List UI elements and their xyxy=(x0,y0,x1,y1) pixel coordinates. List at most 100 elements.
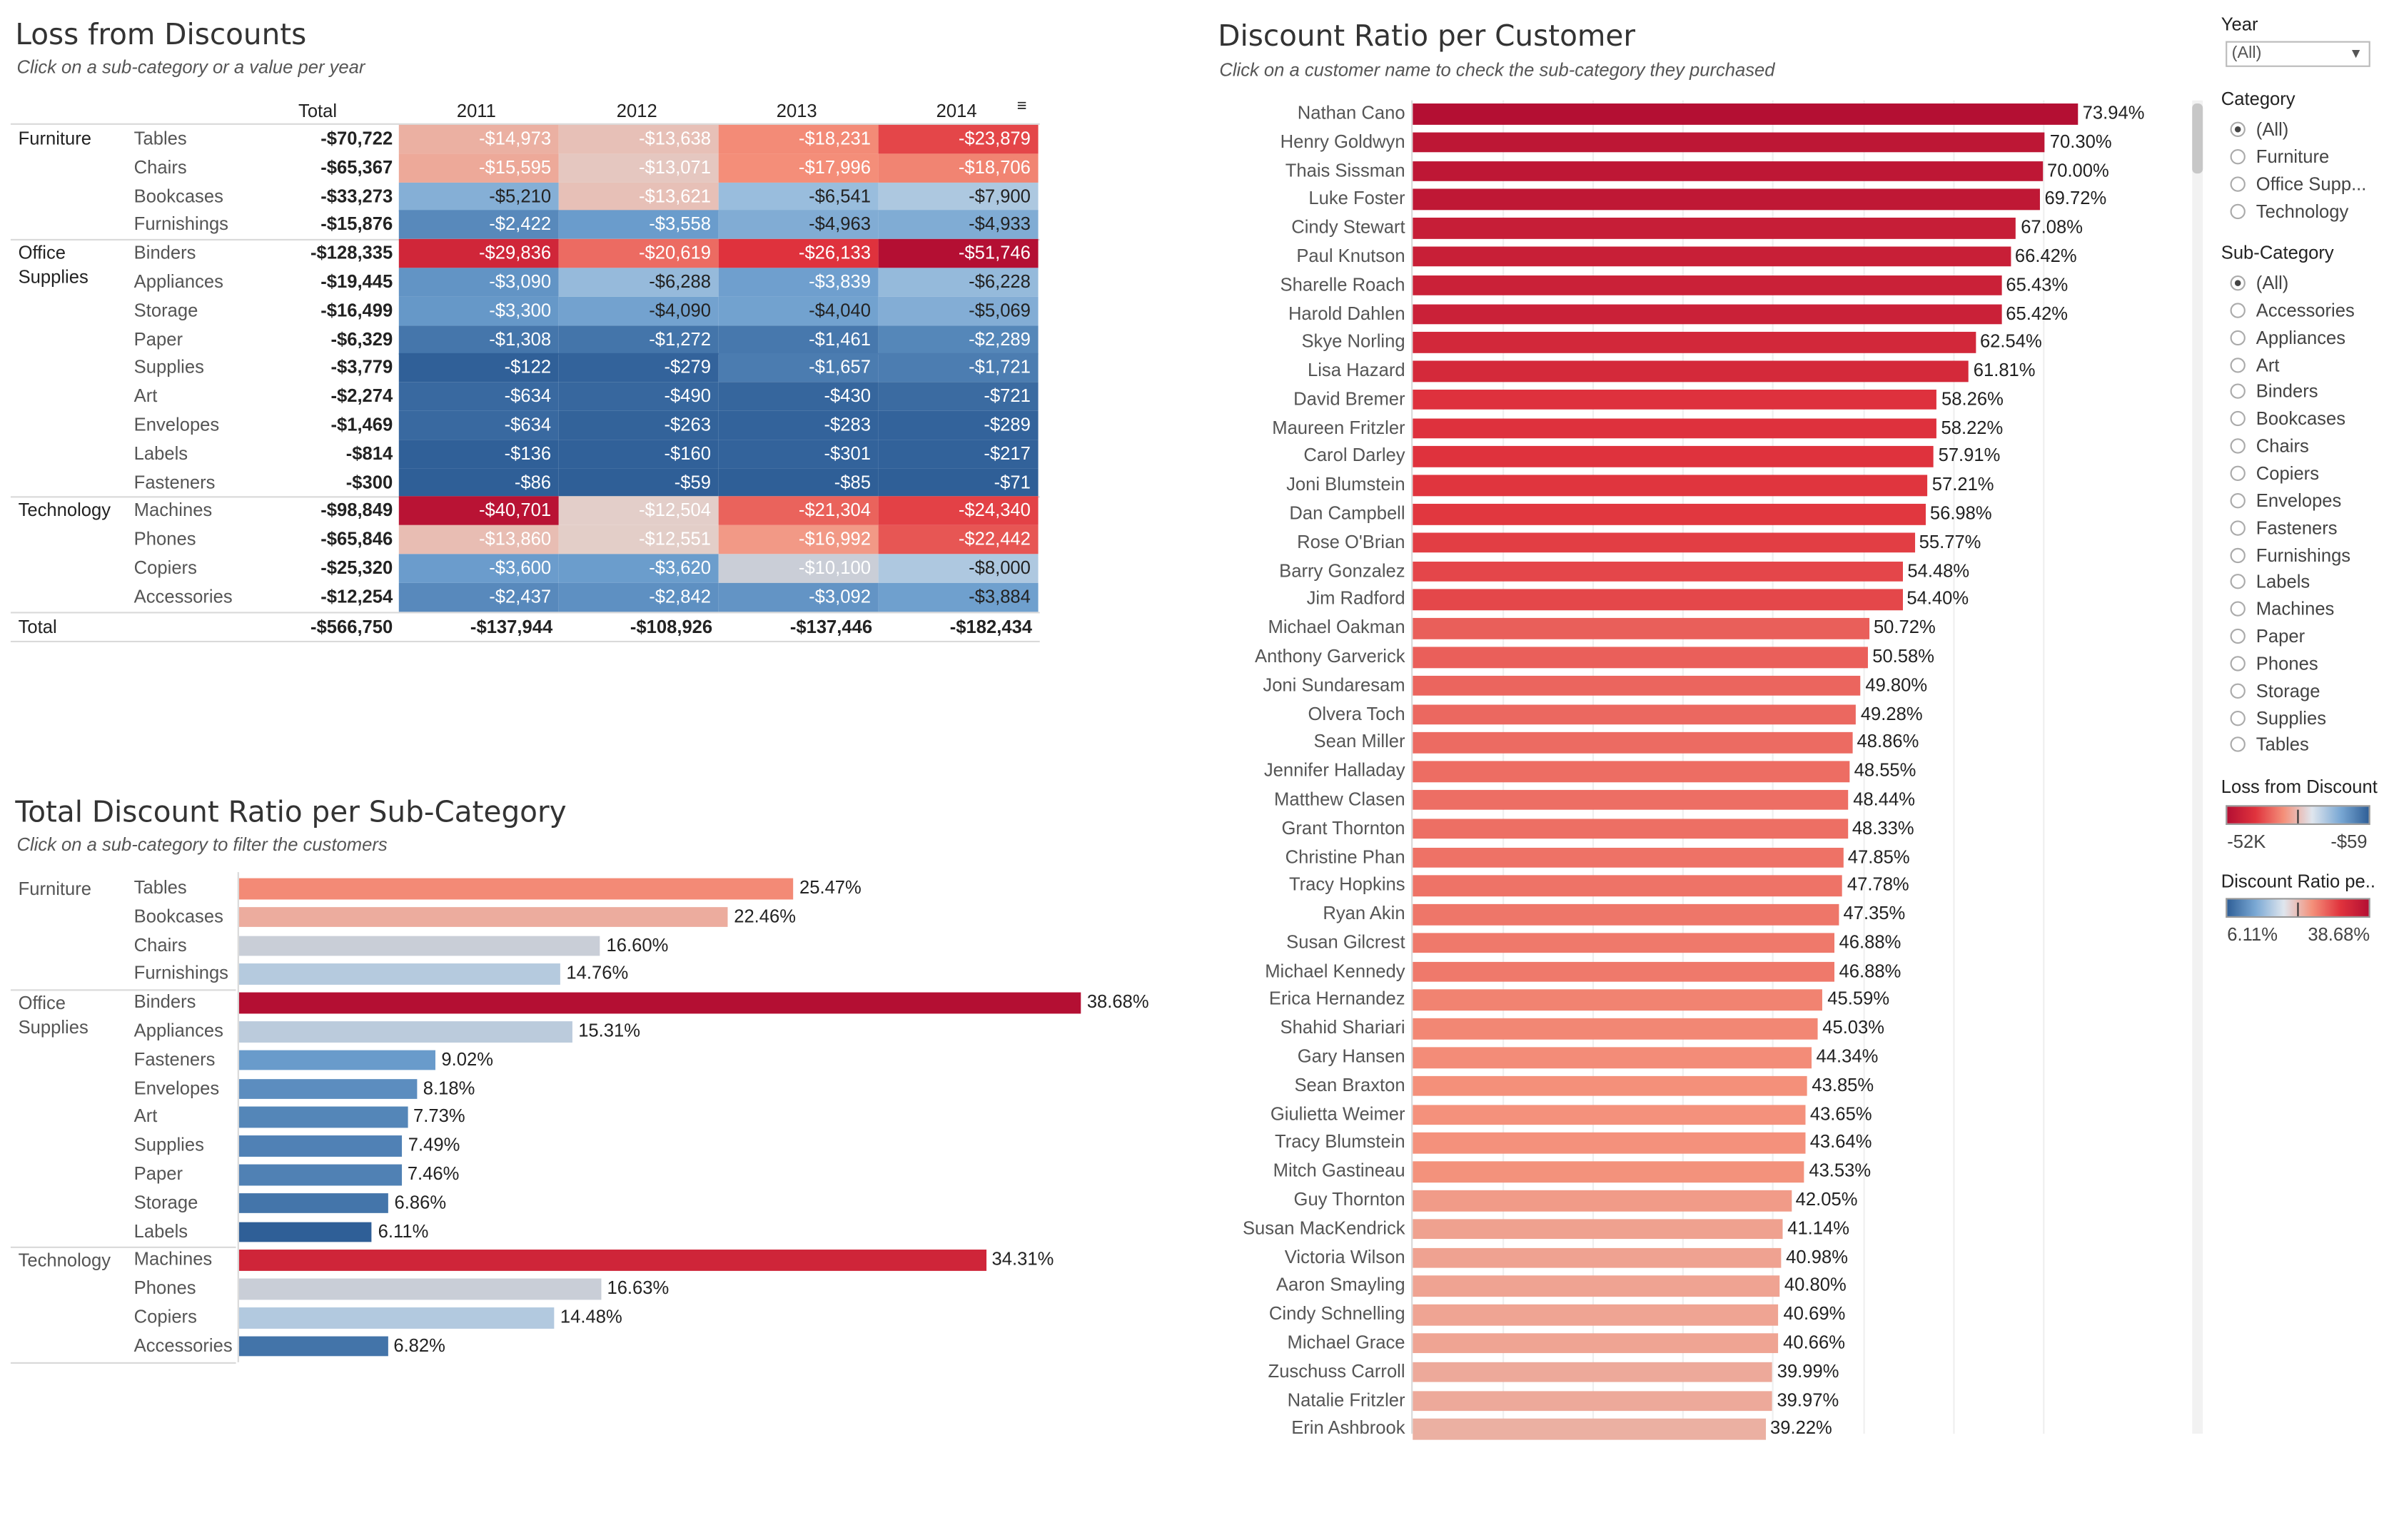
customer-bar[interactable] xyxy=(1413,275,2001,296)
subcategory-option[interactable]: Phones xyxy=(2230,652,2318,676)
customer-bar[interactable] xyxy=(1413,1018,1818,1040)
customer-bar[interactable] xyxy=(1413,1075,1807,1097)
category-option[interactable]: Furniture xyxy=(2230,145,2329,169)
radio-button-icon[interactable] xyxy=(2230,547,2246,563)
customer-name[interactable]: Matthew Clasen xyxy=(1274,788,1405,810)
heatmap-cell[interactable]: -$634 xyxy=(398,410,559,440)
year-dropdown[interactable]: (All) ▼ xyxy=(2226,41,2370,67)
customer-name[interactable]: Dan Campbell xyxy=(1289,502,1405,524)
subcategory-bar[interactable] xyxy=(238,1192,388,1214)
customer-scrollbar[interactable] xyxy=(2192,100,2203,1434)
subcategory-option[interactable]: Paper xyxy=(2230,624,2305,649)
heatmap-cell[interactable]: -$26,133 xyxy=(718,239,879,268)
customer-bar[interactable] xyxy=(1413,360,1969,382)
radio-button-icon[interactable] xyxy=(2230,203,2246,220)
customer-name[interactable]: Luke Foster xyxy=(1308,188,1405,209)
subcategory-label[interactable]: Copiers xyxy=(133,557,197,579)
heatmap-cell[interactable]: -$1,657 xyxy=(718,353,879,383)
heatmap-cell[interactable]: -$2,422 xyxy=(398,211,559,240)
subcategory-option[interactable]: Labels xyxy=(2230,569,2310,594)
customer-bar[interactable] xyxy=(1413,246,2011,268)
customer-name[interactable]: Michael Oakman xyxy=(1268,617,1405,639)
customer-name[interactable]: Barry Gonzalez xyxy=(1279,559,1405,581)
customer-name[interactable]: Henry Goldwyn xyxy=(1280,130,1405,152)
customer-bar[interactable] xyxy=(1413,846,1844,868)
heatmap-cell[interactable]: -$20,619 xyxy=(558,239,719,268)
customer-bar[interactable] xyxy=(1413,532,1915,553)
subcategory-option[interactable]: Storage xyxy=(2230,679,2320,703)
subcategory-label[interactable]: Tables xyxy=(133,876,187,898)
heatmap-cell[interactable]: -$3,092 xyxy=(718,582,879,612)
customer-bar[interactable] xyxy=(1413,218,2016,239)
customer-bar[interactable] xyxy=(1413,990,1823,1011)
customer-name[interactable]: Guy Thornton xyxy=(1293,1188,1405,1210)
subcategory-option[interactable]: Binders xyxy=(2230,380,2318,404)
subcategory-bar[interactable] xyxy=(238,992,1081,1013)
customer-name[interactable]: Grant Thornton xyxy=(1281,816,1405,839)
subcategory-label[interactable]: Chairs xyxy=(133,156,187,178)
customer-bar[interactable] xyxy=(1413,1305,1779,1325)
radio-button-icon[interactable] xyxy=(2230,601,2246,617)
customer-name[interactable]: Olvera Toch xyxy=(1308,702,1405,724)
subcategory-option[interactable]: Copiers xyxy=(2230,461,2319,485)
customer-bar[interactable] xyxy=(1413,561,1903,582)
customer-bar[interactable] xyxy=(1413,904,1839,925)
subcategory-label[interactable]: Accessories xyxy=(133,1334,233,1356)
subcategory-bar[interactable] xyxy=(238,1250,986,1271)
heatmap-cell[interactable]: -$24,340 xyxy=(878,497,1039,526)
heatmap-cell[interactable]: -$6,228 xyxy=(878,268,1039,298)
heatmap-cell[interactable]: -$21,304 xyxy=(718,497,879,526)
subcategory-bar[interactable] xyxy=(238,1050,435,1070)
heatmap-cell[interactable]: -$721 xyxy=(878,382,1039,412)
heatmap-cell[interactable]: -$1,721 xyxy=(878,353,1039,383)
subcategory-label[interactable]: Supplies xyxy=(133,1134,204,1156)
subcategory-label[interactable]: Storage xyxy=(133,299,198,321)
heatmap-cell[interactable]: -$634 xyxy=(398,382,559,412)
subcategory-label[interactable]: Art xyxy=(133,1105,158,1128)
customer-bar[interactable] xyxy=(1413,1161,1804,1182)
subcategory-option[interactable]: Appliances xyxy=(2230,325,2345,350)
heatmap-cell[interactable]: -$4,090 xyxy=(558,296,719,326)
customer-name[interactable]: Harold Dahlen xyxy=(1288,302,1405,324)
customer-name[interactable]: Christine Phan xyxy=(1285,845,1405,867)
customer-name[interactable]: Joni Blumstein xyxy=(1286,473,1405,495)
customer-bar[interactable] xyxy=(1413,876,1843,896)
radio-button-icon[interactable] xyxy=(2230,411,2246,427)
customer-name[interactable]: Michael Grace xyxy=(1287,1332,1405,1353)
subcategory-label[interactable]: Paper xyxy=(133,1162,183,1185)
heatmap-cell[interactable]: -$13,860 xyxy=(398,525,559,554)
subcategory-label[interactable]: Envelopes xyxy=(133,414,220,435)
customer-bar[interactable] xyxy=(1413,1218,1783,1240)
customer-bar[interactable] xyxy=(1413,417,1937,439)
subcategory-label[interactable]: Furnishings xyxy=(133,213,228,235)
category-label[interactable]: Technology xyxy=(18,1250,111,1272)
subcategory-option[interactable]: Chairs xyxy=(2230,434,2309,458)
subcategory-option[interactable]: Furnishings xyxy=(2230,542,2350,567)
subcategory-option[interactable]: Tables xyxy=(2230,733,2309,757)
customer-bar[interactable] xyxy=(1413,675,1861,696)
subcategory-label[interactable]: Bookcases xyxy=(133,905,223,927)
subcategory-label[interactable]: Machines xyxy=(133,500,213,522)
heatmap-cell[interactable]: -$86 xyxy=(398,468,559,497)
category-option[interactable]: Technology xyxy=(2230,199,2348,223)
heatmap-cell[interactable]: -$59 xyxy=(558,468,719,497)
subcategory-label[interactable]: Accessories xyxy=(133,585,233,607)
customer-name[interactable]: Mitch Gastineau xyxy=(1273,1160,1405,1182)
heatmap-cell[interactable]: -$3,600 xyxy=(398,554,559,584)
heatmap-cell[interactable]: -$2,437 xyxy=(398,582,559,612)
subcategory-bar[interactable] xyxy=(238,878,794,899)
radio-button-icon[interactable] xyxy=(2230,628,2246,644)
heatmap-cell[interactable]: -$4,963 xyxy=(718,211,879,240)
subcategory-label[interactable]: Art xyxy=(133,385,158,407)
category-label[interactable]: Office Supplies xyxy=(18,992,89,1038)
subcategory-label[interactable]: Paper xyxy=(133,328,183,350)
customer-name[interactable]: Maureen Fritzler xyxy=(1272,416,1405,438)
customer-name[interactable]: Lisa Hazard xyxy=(1308,359,1405,381)
customer-bar[interactable] xyxy=(1413,647,1868,668)
heatmap-cell[interactable]: -$15,595 xyxy=(398,153,559,183)
customer-bar[interactable] xyxy=(1413,161,2043,181)
category-label[interactable]: Furniture xyxy=(18,128,92,150)
customer-name[interactable]: Skye Norling xyxy=(1301,330,1405,353)
heatmap-cell[interactable]: -$18,231 xyxy=(718,124,879,154)
subcategory-label[interactable]: Binders xyxy=(133,242,196,264)
